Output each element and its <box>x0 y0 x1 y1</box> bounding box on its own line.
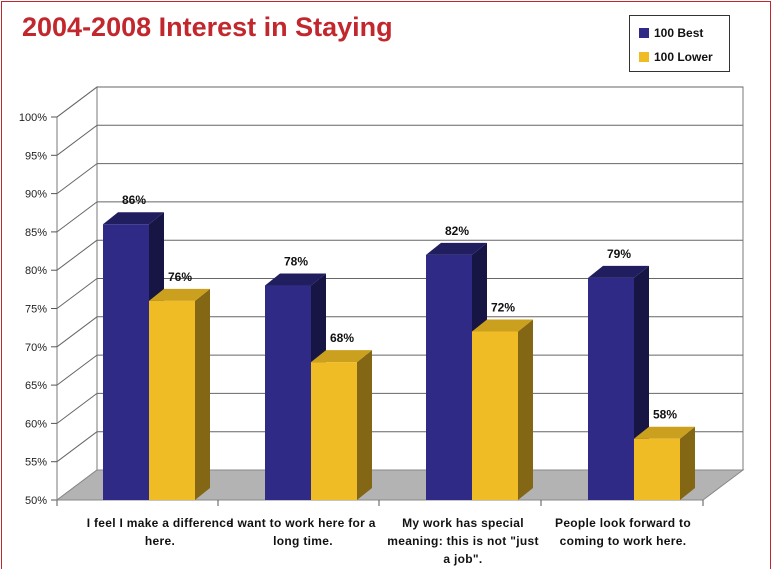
bar-side-100-lower-4 <box>680 426 695 500</box>
y-tick-label: 75% <box>25 304 47 316</box>
bar-side-100-lower-2 <box>357 350 372 500</box>
category-label-3: My work has special meaning: this is not… <box>387 516 539 566</box>
gridline-side <box>56 86 98 118</box>
chart-title: 2004-2008 Interest in Staying <box>22 12 393 42</box>
bar-100-lower-3 <box>472 331 518 500</box>
gridline-side <box>56 354 98 386</box>
bar-top-100-best-2 <box>265 273 326 286</box>
y-tick-label: 80% <box>25 265 47 277</box>
gridline-side <box>56 316 98 348</box>
category-label-4: People look forward to coming to work he… <box>555 516 691 548</box>
data-label-100-best-3: 82% <box>445 224 469 238</box>
y-tick-label: 70% <box>25 342 47 354</box>
y-tick-label: 90% <box>25 189 47 201</box>
data-label-100-best-1: 86% <box>122 193 146 207</box>
data-label-100-best-4: 79% <box>607 247 631 261</box>
data-label-100-lower-4: 58% <box>653 408 677 422</box>
bar-top-100-lower-4 <box>634 426 695 439</box>
data-label-100-lower-1: 76% <box>168 270 192 284</box>
gridline-side <box>56 239 98 271</box>
y-tick-label: 65% <box>25 380 47 392</box>
gridline-side <box>56 163 98 195</box>
y-tick-label: 55% <box>25 457 47 469</box>
gridline-side <box>56 124 98 156</box>
bar-100-best-3 <box>426 254 472 500</box>
bar-top-100-lower-1 <box>149 288 210 301</box>
bar-top-100-lower-2 <box>311 350 372 363</box>
gridline-side <box>56 431 98 463</box>
y-tick-label: 100% <box>19 112 47 124</box>
category-label-2: I want to work here for a long time. <box>230 516 376 548</box>
bar-top-100-best-4 <box>588 265 649 278</box>
bar-100-lower-2 <box>311 362 357 500</box>
y-tick-label: 50% <box>25 495 47 507</box>
bar-100-lower-1 <box>149 300 195 500</box>
gridline-side <box>56 201 98 233</box>
y-tick-label: 95% <box>25 150 47 162</box>
bar-side-100-lower-3 <box>518 319 533 500</box>
bar-top-100-lower-3 <box>472 319 533 332</box>
legend-item-100-lower: 100 Lower <box>639 50 713 64</box>
data-label-100-lower-3: 72% <box>491 300 515 314</box>
data-label-100-best-2: 78% <box>284 255 308 269</box>
bar-100-best-4 <box>588 277 634 500</box>
bar-top-100-best-1 <box>103 212 164 225</box>
bar-100-best-1 <box>103 224 149 501</box>
legend-swatch-100-lower <box>639 52 649 62</box>
bar-side-100-lower-1 <box>195 288 210 500</box>
category-label-1: I feel I make a difference here. <box>86 516 234 548</box>
bar-100-best-2 <box>265 285 311 500</box>
y-tick-label: 85% <box>25 227 47 239</box>
gridline-side <box>56 392 98 424</box>
y-tick-label: 60% <box>25 418 47 430</box>
data-label-100-lower-2: 68% <box>330 331 354 345</box>
legend-item-100-best: 100 Best <box>639 26 703 40</box>
legend-swatch-100-best <box>639 28 649 38</box>
legend: 100 Best 100 Lower <box>629 15 730 72</box>
gridline-side <box>56 278 98 309</box>
legend-label-100-lower: 100 Lower <box>654 50 713 64</box>
bar-100-lower-4 <box>634 438 680 500</box>
legend-label-100-best: 100 Best <box>654 26 704 40</box>
bar-top-100-best-3 <box>426 242 487 255</box>
